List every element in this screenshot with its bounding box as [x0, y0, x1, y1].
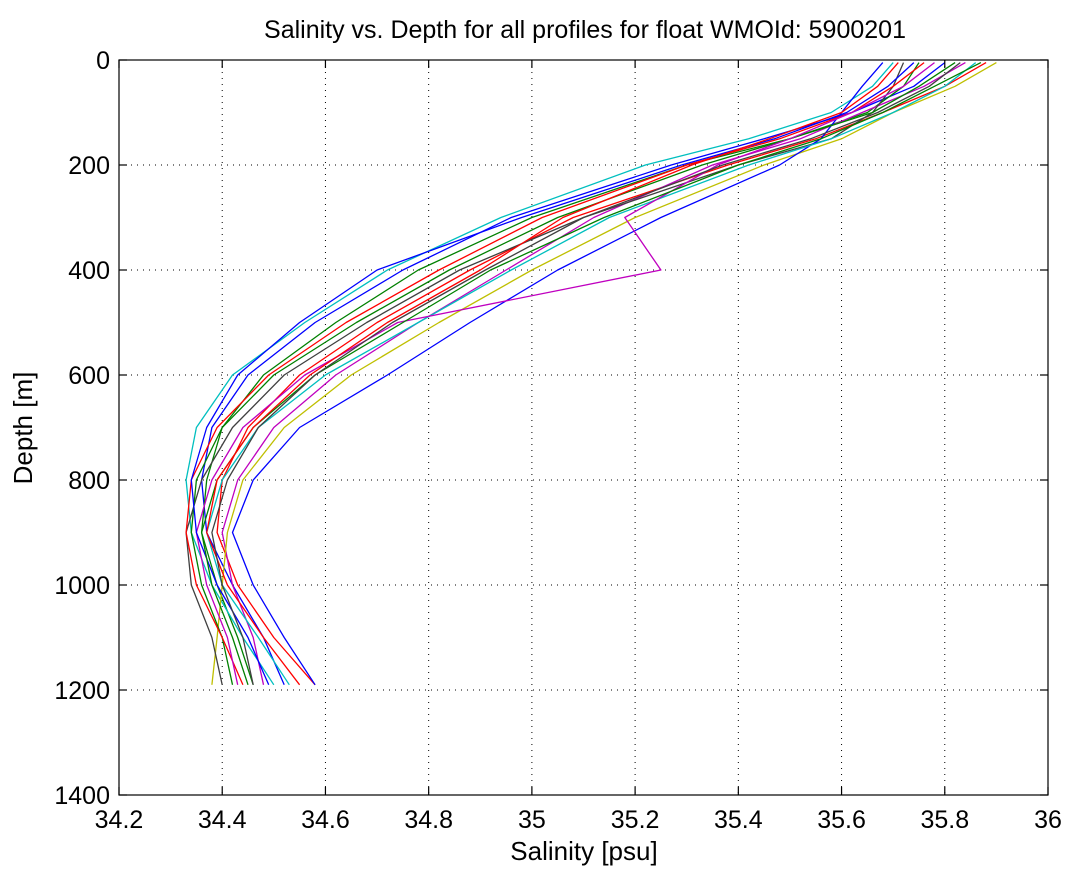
chart-title: Salinity vs. Depth for all profiles for …	[264, 16, 906, 44]
profile-line-15	[206, 62, 899, 686]
x-tick-label: 35.6	[817, 806, 866, 834]
profile-line-12	[195, 62, 935, 685]
y-tick-label: 1400	[54, 782, 110, 810]
profile-line-16	[211, 62, 961, 685]
profile-line-8	[231, 62, 884, 686]
profile-line-11	[206, 62, 977, 686]
profile-line-4	[185, 62, 894, 686]
x-tick-label: 35.8	[920, 806, 969, 834]
y-tick-label: 400	[68, 257, 110, 285]
x-tick-label: 35	[518, 806, 546, 834]
ticks	[118, 59, 1049, 796]
plot-frame	[118, 59, 1049, 796]
profile-line-10	[185, 62, 925, 686]
profile-line-7	[185, 62, 905, 685]
y-tick-label: 600	[68, 362, 110, 390]
profile-line-13	[190, 62, 915, 686]
grid	[119, 60, 1048, 795]
series-layer	[185, 62, 997, 686]
x-tick-label: 34.4	[198, 806, 247, 834]
x-tick-label: 34.8	[404, 806, 453, 834]
profile-line-6	[211, 62, 997, 685]
profile-line-9	[190, 62, 956, 685]
x-tick-label: 35.2	[611, 806, 660, 834]
x-tick-label: 34.6	[301, 806, 350, 834]
y-tick-label: 1200	[54, 677, 110, 705]
y-tick-label: 1000	[54, 572, 110, 600]
y-tick-label: 800	[68, 467, 110, 495]
profile-line-3	[216, 62, 987, 686]
x-tick-label: 35.4	[714, 806, 763, 834]
x-axis-label: Salinity [psu]	[510, 836, 657, 866]
y-axis-label: Depth [m]	[8, 372, 38, 485]
x-tick-label: 36	[1034, 806, 1062, 834]
profile-line-14	[200, 62, 982, 686]
y-tick-label: 0	[96, 47, 110, 75]
y-tick-labels: 0 200 400 600 800 1000 1200 1400	[54, 47, 110, 810]
y-tick-label: 200	[68, 152, 110, 180]
x-tick-labels: 34.2 34.4 34.6 34.8 35 35.2 35.4 35.6 35.8 36	[95, 806, 1062, 834]
x-tick-label: 34.2	[95, 806, 144, 834]
